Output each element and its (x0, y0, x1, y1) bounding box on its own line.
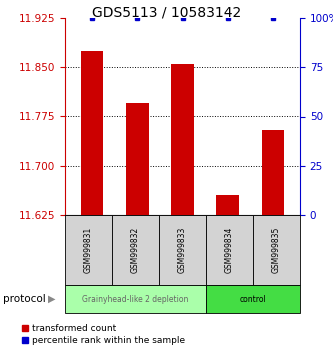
Text: protocol: protocol (3, 294, 46, 304)
Text: Grainyhead-like 2 depletion: Grainyhead-like 2 depletion (82, 295, 189, 303)
Text: control: control (240, 295, 266, 303)
Bar (171, 64, 194, 215)
Text: GSM999834: GSM999834 (225, 227, 234, 273)
Bar (126, 103, 149, 215)
Bar (81, 51, 104, 215)
Bar (216, 195, 239, 215)
Bar (262, 130, 284, 215)
Text: GSM999831: GSM999831 (84, 227, 93, 273)
Text: GSM999835: GSM999835 (272, 227, 281, 273)
Text: GDS5113 / 10583142: GDS5113 / 10583142 (92, 5, 241, 19)
Text: GSM999832: GSM999832 (131, 227, 140, 273)
Text: GSM999833: GSM999833 (178, 227, 187, 273)
Legend: transformed count, percentile rank within the sample: transformed count, percentile rank withi… (18, 321, 189, 348)
Text: ▶: ▶ (48, 294, 55, 304)
